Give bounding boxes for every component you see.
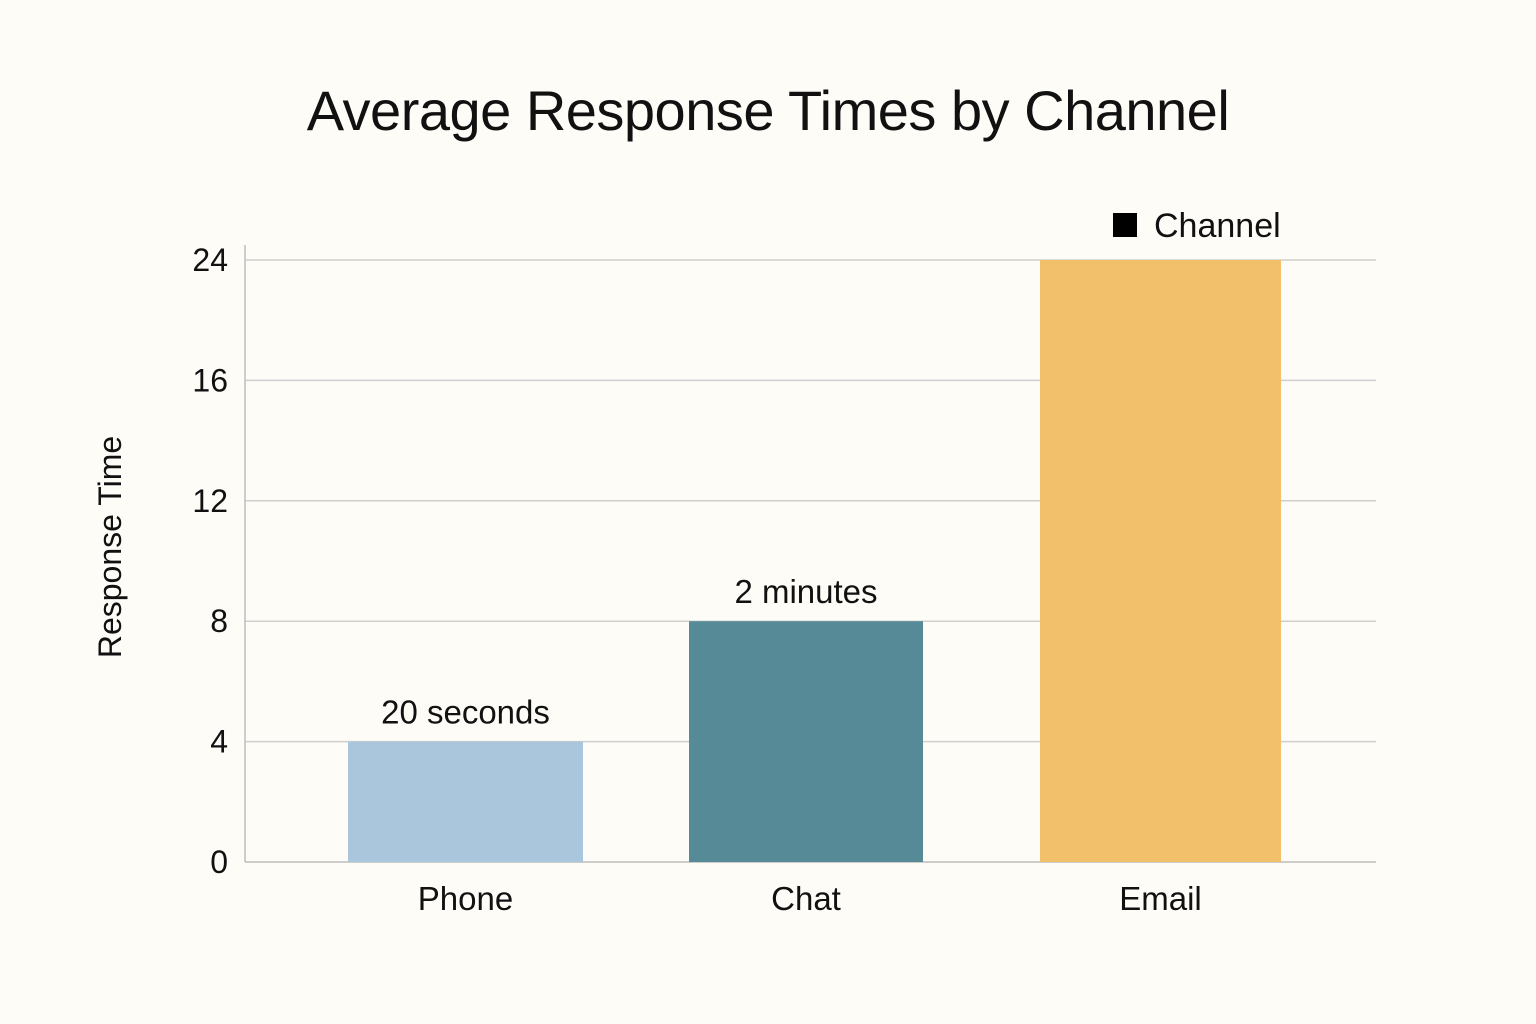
bar-phone	[348, 741, 583, 862]
legend-label: Channel	[1154, 207, 1281, 245]
data-label: 2 minutes	[734, 573, 877, 610]
x-tick-label: Chat	[771, 880, 841, 917]
y-tick-label: 12	[192, 483, 228, 519]
y-tick-label: 16	[192, 362, 228, 398]
data-label: 20 seconds	[381, 694, 550, 731]
bar-email	[1040, 260, 1281, 862]
y-tick-label: 8	[210, 603, 228, 639]
x-tick-label: Email	[1119, 880, 1202, 917]
x-tick-label: Phone	[418, 880, 513, 917]
y-axis-label: Response Time	[92, 436, 128, 658]
bar-chat	[689, 621, 923, 862]
y-tick-label: 0	[210, 844, 228, 880]
legend-swatch	[1113, 213, 1137, 237]
y-tick-label: 24	[192, 242, 228, 278]
chart-title: Average Response Times by Channel	[306, 79, 1230, 142]
y-tick-label: 4	[210, 724, 228, 760]
